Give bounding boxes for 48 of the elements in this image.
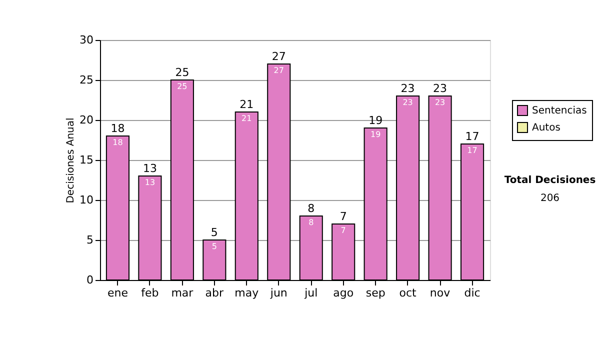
annotation: 13 xyxy=(142,162,157,175)
y-tick-label: 30 xyxy=(80,34,94,46)
annotation: 7 xyxy=(340,210,347,223)
data-label: 17 xyxy=(467,146,478,155)
data-label: 13 xyxy=(144,178,156,187)
annotation: 21 xyxy=(240,98,254,111)
legend-label: Autos xyxy=(532,122,560,134)
data-label: 5 xyxy=(212,242,217,251)
x-tick-label: feb xyxy=(141,286,159,300)
x-tick-label: abr xyxy=(205,286,224,300)
x-tick-label: oct xyxy=(399,286,418,300)
data-label: 23 xyxy=(434,98,446,107)
data-label: 8 xyxy=(308,218,314,227)
x-tick-label: nov xyxy=(430,286,451,300)
x-tick-label: jul xyxy=(304,286,318,300)
annotation: 17 xyxy=(465,130,480,143)
y-tick-label: 5 xyxy=(86,234,94,246)
text: Total Decisiones xyxy=(504,175,596,186)
legend-label: Sentencias xyxy=(532,106,587,116)
annotation: 23 xyxy=(400,82,415,95)
y-tick-label: 25 xyxy=(80,74,94,86)
y-tick-label: 20 xyxy=(80,114,94,126)
x-tick-label: ene xyxy=(107,286,128,300)
text: 206 xyxy=(540,193,560,204)
annotation: 18 xyxy=(110,122,125,135)
x-tick-label: may xyxy=(234,286,260,300)
y-tick-label: 15 xyxy=(80,154,94,166)
y-tick-label: 0 xyxy=(86,274,94,286)
annotation: 27 xyxy=(272,50,286,63)
annotation: 5 xyxy=(210,226,218,239)
annotation: 23 xyxy=(433,82,448,95)
x-tick-label: mar xyxy=(171,286,194,300)
annotation: 19 xyxy=(368,114,383,127)
annotation: 8 xyxy=(308,202,315,215)
data-label: 27 xyxy=(274,66,284,75)
data-label: 23 xyxy=(402,98,413,107)
y-tick-label: 10 xyxy=(80,194,94,206)
y-axis-title: Decisiones Anual xyxy=(66,118,77,204)
data-label: 7 xyxy=(340,226,346,235)
x-tick-label: ago xyxy=(333,286,354,300)
x-tick-label: sep xyxy=(366,286,386,300)
data-label: 25 xyxy=(177,82,188,91)
data-label: 18 xyxy=(112,138,123,147)
x-tick-label: jun xyxy=(269,286,288,300)
x-tick-label: dic xyxy=(464,286,480,300)
data-label: 21 xyxy=(242,114,252,123)
annotation: 25 xyxy=(175,66,190,79)
data-label: 19 xyxy=(370,130,381,139)
